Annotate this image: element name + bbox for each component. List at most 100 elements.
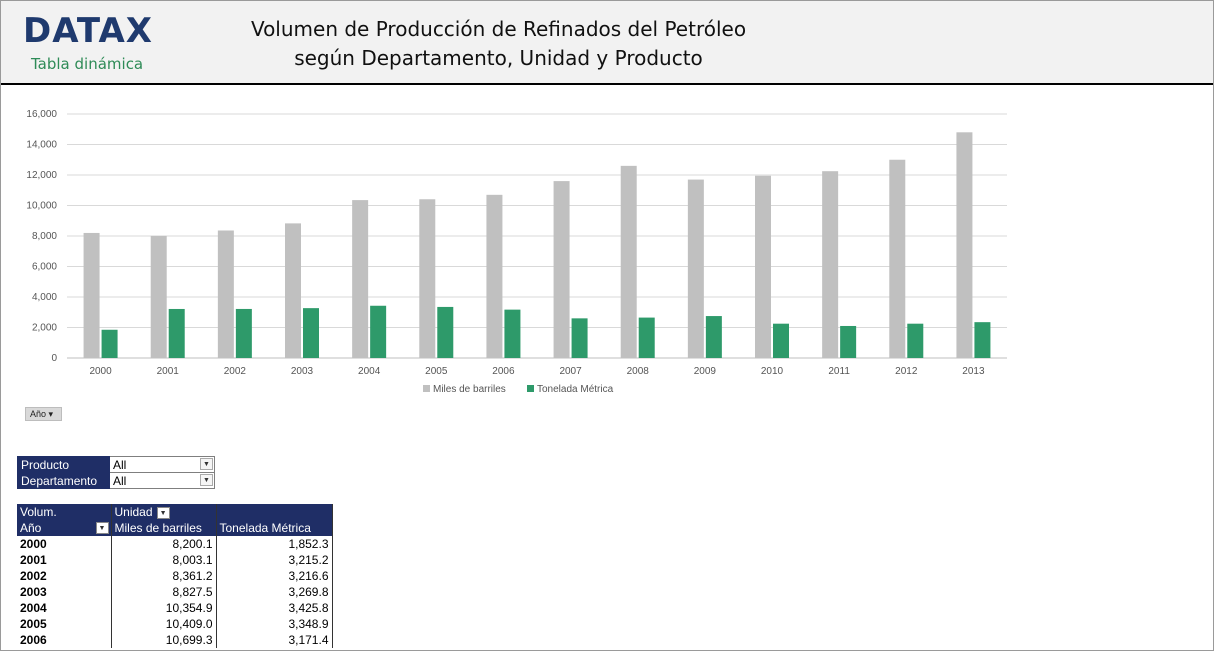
y-tick-label: 10,000: [26, 201, 57, 212]
bar-miles-de-barriles: [620, 165, 637, 358]
row-value-cell: 3,348.9: [216, 616, 333, 632]
table-row: 2006 10,699.3 3,171.4: [17, 632, 333, 648]
y-tick-label: 16,000: [26, 109, 57, 120]
pivot-col1-header: Miles de barriles: [111, 520, 217, 536]
legend-label: Tonelada Métrica: [537, 384, 614, 395]
chevron-down-icon: ▾: [48, 409, 54, 419]
filter-value-producto-text: All: [113, 457, 127, 472]
legend-label: Miles de barriles: [433, 384, 506, 395]
row-value-cell: 3,269.8: [216, 584, 333, 600]
bar-tonelada-metrica: [974, 322, 991, 358]
y-tick-label: 14,000: [26, 140, 57, 151]
table-row: 2001 8,003.1 3,215.2: [17, 552, 333, 568]
row-value-cell: 10,409.0: [111, 616, 217, 632]
bar-tonelada-metrica: [303, 308, 319, 358]
bar-miles-de-barriles: [419, 199, 436, 358]
y-tick-label: 12,000: [26, 170, 57, 181]
x-tick-label: 2004: [358, 366, 381, 377]
chevron-down-icon[interactable]: ▼: [95, 522, 109, 534]
bar-tonelada-metrica: [840, 325, 857, 358]
table-row: 2002 8,361.2 3,216.6: [17, 568, 333, 584]
row-year-cell: 2000: [17, 536, 112, 552]
bar-tonelada-metrica: [907, 323, 924, 358]
bar-miles-de-barriles: [889, 159, 906, 358]
y-tick-label: 6,000: [32, 262, 57, 273]
filter-row-departamento: Departamento All ▼: [17, 472, 215, 489]
row-value-cell: 8,361.2: [111, 568, 217, 584]
table-row: 2003 8,827.5 3,269.8: [17, 584, 333, 600]
x-tick-label: 2003: [291, 366, 314, 377]
x-tick-label: 2007: [559, 366, 582, 377]
x-tick-label: 2001: [157, 366, 180, 377]
bar-tonelada-metrica: [101, 329, 118, 358]
row-value-cell: 8,200.1: [111, 536, 217, 552]
page-title: Volumen de Producción de Refinados del P…: [201, 15, 796, 73]
row-value-cell: 3,215.2: [216, 552, 333, 568]
table-row: 2004 10,354.9 3,425.8: [17, 600, 333, 616]
datax-logo: DATAX: [23, 11, 153, 51]
bar-miles-de-barriles: [83, 232, 100, 358]
pivot-row-field[interactable]: Año ▼: [17, 520, 112, 536]
bar-miles-de-barriles: [755, 175, 771, 358]
row-value-cell: 8,827.5: [111, 584, 217, 600]
bar-tonelada-metrica: [504, 309, 521, 358]
bar-tonelada-metrica: [571, 318, 588, 358]
pivot-corner-label: Volum.: [17, 504, 112, 520]
row-year-cell: 2005: [17, 616, 112, 632]
bar-miles-de-barriles: [217, 230, 234, 358]
row-year-cell: 2002: [17, 568, 112, 584]
bar-tonelada-metrica: [235, 308, 252, 358]
row-year-cell: 2004: [17, 600, 112, 616]
x-tick-label: 2005: [425, 366, 448, 377]
pivot-row-field-label: Año: [20, 521, 42, 535]
year-filter-label: Año: [30, 409, 47, 419]
pivot-header-row-2: Año ▼ Miles de barriles Tonelada Métrica: [17, 520, 333, 536]
filter-value-departamento-text: All: [113, 473, 127, 488]
row-value-cell: 10,354.9: [111, 600, 217, 616]
x-tick-label: 2011: [828, 366, 850, 377]
chevron-down-icon[interactable]: ▼: [200, 474, 213, 486]
x-tick-label: 2012: [895, 366, 918, 377]
table-row: 2005 10,409.0 3,348.9: [17, 616, 333, 632]
pivot-table: Volum. Unidad ▼ Año ▼ Miles de barriles To…: [17, 504, 333, 648]
row-year-cell: 2001: [17, 552, 112, 568]
bar-tonelada-metrica: [773, 323, 789, 358]
chevron-down-icon[interactable]: ▼: [156, 506, 170, 519]
y-tick-label: 8,000: [32, 231, 57, 242]
bar-miles-de-barriles: [956, 132, 973, 358]
row-value-cell: 3,216.6: [216, 568, 333, 584]
filter-label-producto: Producto: [17, 456, 110, 473]
logo-subtitle: Tabla dinámica: [31, 55, 144, 73]
bar-miles-de-barriles: [687, 179, 704, 358]
x-tick-label: 2013: [962, 366, 985, 377]
x-tick-label: 2002: [224, 366, 247, 377]
row-value-cell: 3,425.8: [216, 600, 333, 616]
legend-swatch: [527, 385, 534, 392]
filter-table: Producto All ▼ Departamento All ▼: [17, 456, 215, 489]
row-value-cell: 10,699.3: [111, 632, 217, 648]
bar-tonelada-metrica: [437, 306, 454, 358]
bar-tonelada-metrica: [638, 317, 655, 358]
filter-label-departamento: Departamento: [17, 472, 110, 489]
chevron-down-icon[interactable]: ▼: [200, 458, 213, 470]
filter-value-producto[interactable]: All ▼: [109, 456, 215, 473]
filter-value-departamento[interactable]: All ▼: [109, 472, 215, 489]
x-tick-label: 2006: [492, 366, 515, 377]
pivot-column-field[interactable]: Unidad ▼: [111, 504, 217, 520]
bar-miles-de-barriles: [553, 181, 570, 358]
pivot-col2-header: Tonelada Métrica: [216, 520, 333, 536]
filter-row-producto: Producto All ▼: [17, 456, 215, 473]
title-line-1: Volumen de Producción de Refinados del P…: [250, 17, 747, 41]
x-tick-label: 2009: [694, 366, 717, 377]
pivot-header-row-1: Volum. Unidad ▼: [17, 504, 333, 520]
y-tick-label: 4,000: [32, 292, 57, 303]
row-year-cell: 2006: [17, 632, 112, 648]
bar-tonelada-metrica: [705, 316, 722, 358]
bar-miles-de-barriles: [352, 200, 369, 358]
bar-miles-de-barriles: [486, 194, 503, 358]
x-tick-label: 2000: [89, 366, 112, 377]
year-filter-button[interactable]: Año ▾: [25, 407, 62, 421]
pivot-column-field-label: Unidad: [114, 505, 153, 519]
x-tick-label: 2008: [627, 366, 650, 377]
bar-tonelada-metrica: [370, 305, 387, 358]
